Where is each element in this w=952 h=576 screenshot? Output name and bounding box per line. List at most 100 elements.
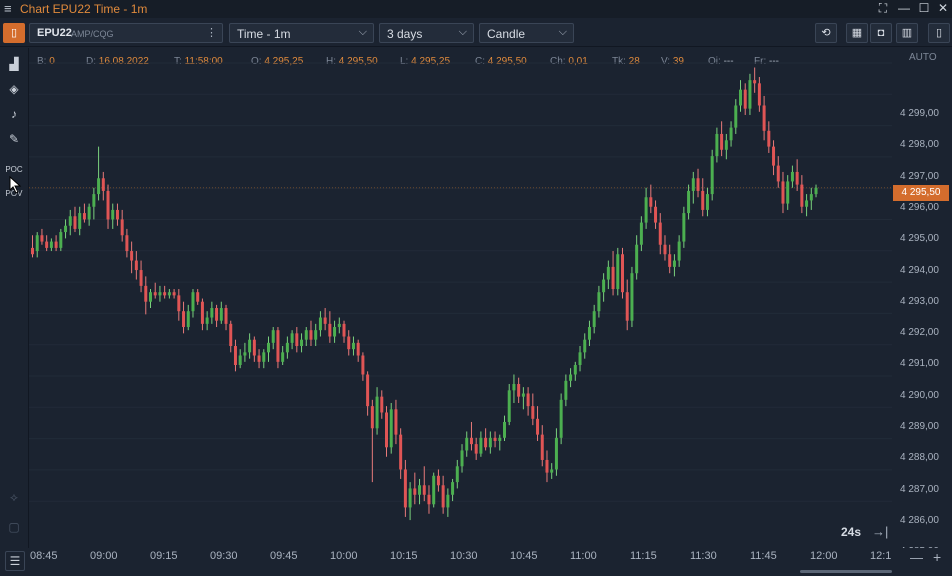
candle-body	[328, 323, 332, 337]
info-key: Ch:	[550, 56, 566, 67]
candle-body	[559, 399, 563, 438]
candle-body	[252, 339, 256, 356]
pov-icon[interactable]: POV	[5, 189, 23, 198]
y-tick-label: 4 295,00	[900, 233, 939, 245]
info-value: 4 295,25	[264, 56, 304, 67]
candle-body	[479, 437, 483, 454]
candle-body	[215, 308, 219, 321]
symbol-name: EPU22	[37, 27, 72, 39]
axis-mode-label[interactable]: AUTO	[909, 52, 937, 63]
info-key: D:	[86, 56, 96, 67]
symbol-selector[interactable]: EPU22 AMP/CQG ⋮	[29, 23, 223, 43]
time-axis[interactable]	[0, 548, 952, 576]
hamburger-menu-icon[interactable]: ≡	[4, 1, 12, 16]
x-tick-label: 08:45	[30, 550, 58, 562]
candle-body	[658, 222, 662, 245]
candle-body	[87, 206, 91, 220]
candle-body	[772, 146, 776, 166]
candle-body	[309, 330, 313, 340]
indicators-icon[interactable]: ▟	[9, 57, 19, 71]
candle-body	[219, 308, 223, 321]
minimize-icon[interactable]: —	[898, 1, 910, 15]
candle-body	[441, 485, 445, 508]
candle-body	[281, 352, 285, 362]
candle-body	[139, 270, 143, 286]
link-icon[interactable]: ⟡	[10, 490, 18, 504]
scroll-to-end-icon[interactable]: →|	[872, 524, 889, 539]
candle-body	[493, 437, 497, 441]
candle-body	[380, 396, 384, 413]
zoom-out-icon[interactable]: —	[910, 550, 923, 565]
candle-body	[238, 355, 242, 366]
lock-icon[interactable]: ▢	[8, 520, 20, 534]
info-value: ---	[723, 56, 734, 67]
close-icon[interactable]: ✕	[937, 1, 949, 15]
candle-body	[257, 355, 261, 362]
keyboard-icon[interactable]: ▦	[846, 23, 868, 43]
alert-bell-icon[interactable]: ♪	[11, 107, 17, 121]
candle-body	[649, 197, 653, 207]
price-axis[interactable]: AUTO	[893, 48, 952, 548]
info-key: Tk:	[612, 56, 626, 67]
layers-icon[interactable]: ◈	[9, 82, 19, 96]
candle-body	[82, 213, 86, 220]
candle-body	[521, 393, 525, 397]
candle-body	[691, 178, 695, 191]
more-icon[interactable]: ⋮	[206, 27, 217, 39]
x-tick-label: 10:30	[450, 550, 478, 562]
candle-body	[337, 323, 341, 328]
candle-body	[78, 213, 82, 229]
candle-body	[167, 292, 171, 296]
candle-body	[573, 365, 577, 375]
candle-body	[191, 292, 195, 312]
candle-body	[654, 206, 658, 223]
period-select[interactable]: 3 days ⌵	[379, 23, 474, 43]
candle-body	[125, 235, 129, 252]
sidebar-toggle-icon[interactable]: ▯	[3, 23, 25, 43]
candle-body	[663, 244, 667, 255]
candle-body	[705, 194, 709, 210]
candle-body	[682, 213, 686, 242]
chart-style-select[interactable]: Candle ⌵	[479, 23, 574, 43]
candle-body	[182, 311, 186, 328]
interval-value: Time - 1m	[237, 27, 291, 41]
horizontal-scrollbar[interactable]	[800, 570, 892, 573]
y-tick-label: 4 297,00	[900, 170, 939, 182]
fullscreen-icon[interactable]: ⛶	[878, 1, 888, 15]
candle-body	[149, 292, 152, 302]
mouse-icon[interactable]: ◘	[870, 23, 892, 43]
candle-body	[790, 171, 794, 182]
info-value: 0	[49, 56, 55, 67]
candle-body	[488, 437, 492, 448]
candle-body	[394, 409, 398, 435]
info-value: 0,01	[568, 56, 588, 67]
info-value: 39	[672, 56, 684, 67]
candle-body	[630, 273, 634, 321]
candle-body	[196, 292, 200, 302]
left-sidebar: ▟ ◈ ♪ ✎ POC POV ⟡ ▢	[0, 48, 29, 548]
maximize-icon[interactable]: ☐	[918, 1, 930, 15]
price-chart[interactable]	[29, 48, 892, 548]
mouse-cursor-icon	[9, 176, 22, 194]
candle-body	[805, 200, 809, 207]
info-value: 28	[628, 56, 640, 67]
drawing-pencil-icon[interactable]: ✎	[8, 132, 20, 146]
list-icon[interactable]: ☰	[5, 551, 25, 571]
candle-body	[134, 260, 138, 271]
candle-body	[724, 140, 728, 150]
panel-icon[interactable]: ▯	[928, 23, 950, 43]
window-title: Chart EPU22 Time - 1m	[20, 2, 148, 16]
zoom-in-icon[interactable]: +	[933, 549, 942, 565]
interval-select[interactable]: Time - 1m ⌵	[229, 23, 374, 43]
poc-icon[interactable]: POC	[5, 165, 23, 174]
x-tick-label: 10:15	[390, 550, 418, 562]
candle-body	[484, 437, 488, 448]
dom-icon[interactable]: ▥	[896, 23, 918, 43]
current-price-marker: 4 295,50	[893, 185, 949, 201]
candle-body	[446, 494, 450, 508]
candle-body	[625, 292, 629, 321]
replay-icon[interactable]: ⟲	[815, 23, 837, 43]
candle-body	[115, 209, 119, 220]
candle-body	[743, 89, 747, 109]
candle-body	[101, 178, 105, 191]
